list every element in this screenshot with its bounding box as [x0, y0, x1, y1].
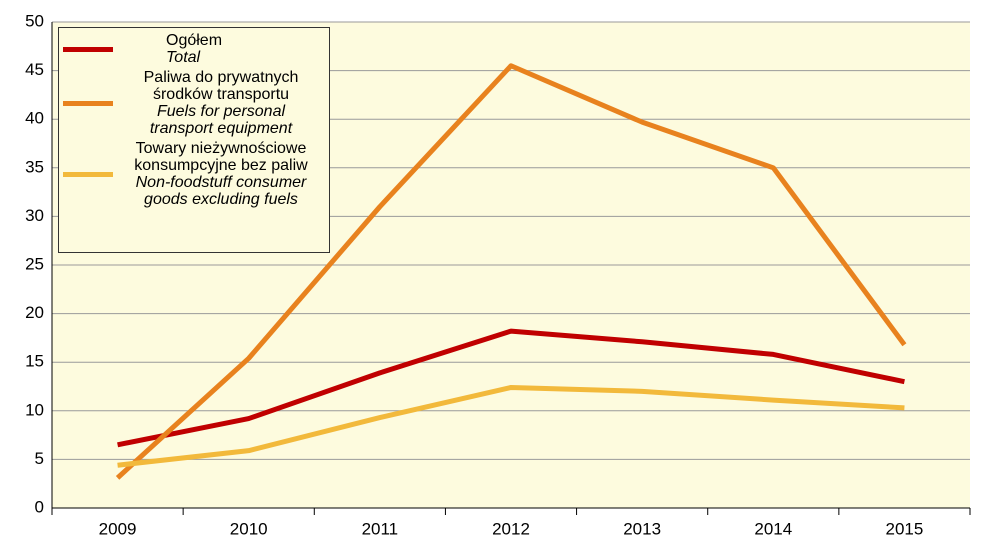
legend-swatch: [63, 171, 113, 177]
x-tick-label: 2010: [230, 519, 268, 538]
y-tick-label: 10: [25, 400, 44, 419]
line-series: [117, 328, 905, 448]
x-tick-label: 2015: [886, 519, 924, 538]
legend-item: Ogółem Total: [63, 32, 325, 66]
y-tick-label: 30: [25, 206, 44, 225]
y-tick-label: 25: [25, 254, 44, 273]
legend-text: Paliwa do prywatnych środków transportu F…: [126, 69, 316, 137]
legend-item: Paliwa do prywatnych środków transportu F…: [63, 69, 325, 137]
legend-swatch: [63, 100, 113, 106]
y-tick-label: 15: [25, 352, 44, 371]
legend-label: Towary nieżywnościowe konsumpcyjne bez p…: [134, 140, 308, 174]
legend-item: Towary nieżywnościowe konsumpcyjne bez p…: [63, 140, 325, 208]
x-tick-label: 2013: [623, 519, 661, 538]
y-tick-label: 0: [35, 497, 44, 516]
legend: Ogółem Total Paliwa do prywatnych środków …: [58, 27, 330, 253]
legend-label-en: Total: [166, 49, 201, 66]
y-tick-label: 40: [25, 109, 44, 128]
legend-text: Towary nieżywnościowe konsumpcyjne bez p…: [121, 140, 321, 208]
legend-label-en: Fuels for personal transport equipment: [149, 103, 293, 137]
y-tick-label: 50: [25, 11, 44, 30]
x-tick-label: 2009: [99, 519, 137, 538]
legend-swatch: [63, 46, 113, 52]
x-tick-label: 2012: [492, 519, 530, 538]
legend-text: Ogółem Total: [166, 32, 276, 66]
x-tick-label: 2011: [362, 519, 399, 538]
legend-label: Paliwa do prywatnych środków transportu: [143, 69, 299, 103]
line-series: [117, 384, 905, 468]
y-tick-label: 45: [25, 60, 44, 79]
line-series: [115, 63, 907, 480]
y-tick-label: 20: [25, 303, 44, 322]
legend-label-en: Non-foodstuff consumer goods excluding f…: [135, 174, 307, 208]
x-tick-label: 2014: [754, 519, 792, 538]
y-tick-label: 5: [35, 449, 44, 468]
y-tick-label: 35: [25, 157, 44, 176]
legend-label: Ogółem: [166, 32, 223, 49]
